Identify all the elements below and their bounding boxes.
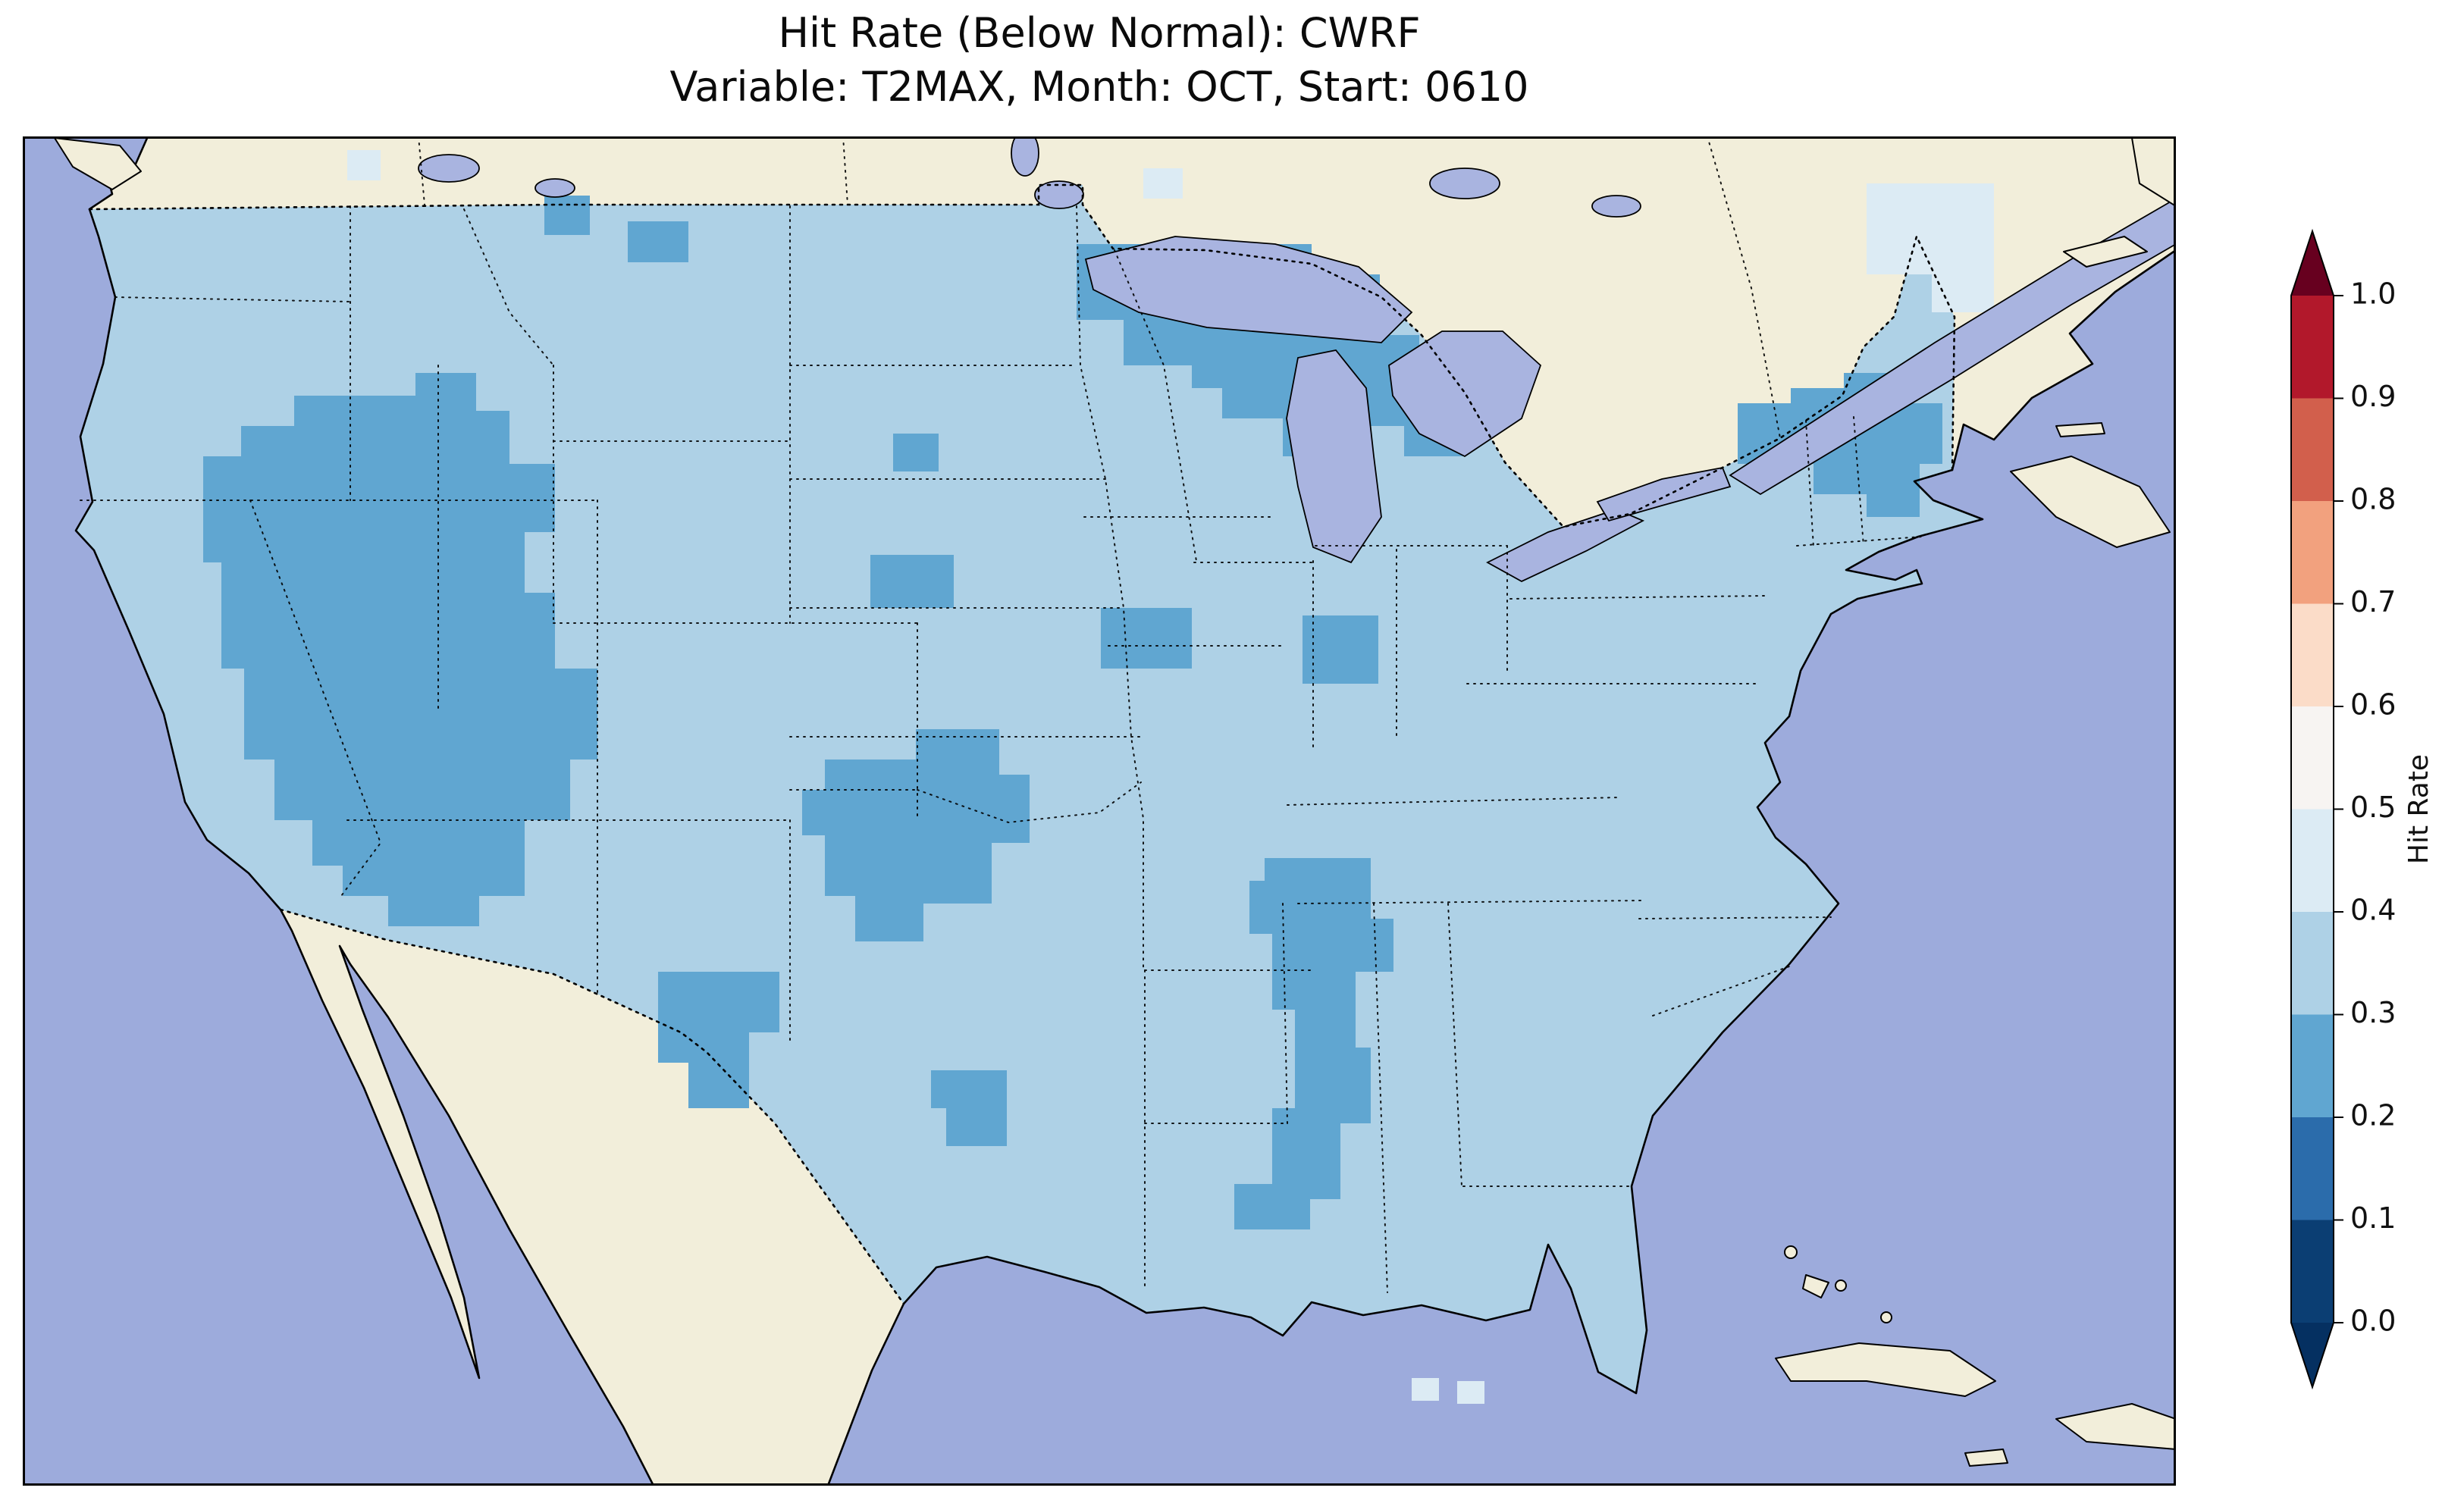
axes-frame bbox=[23, 136, 2176, 1486]
tick-0.4: 0.4 bbox=[2350, 894, 2396, 927]
colorbar-axis-label: Hit Rate bbox=[2403, 754, 2434, 864]
tick-0.3: 0.3 bbox=[2350, 996, 2396, 1029]
bahamas-andros bbox=[1802, 1274, 1829, 1298]
hit-rate-cells-0-4-to-0-5 bbox=[347, 150, 1994, 1404]
patch-kansas-oklahoma bbox=[802, 729, 1030, 941]
patch-dakota-cell bbox=[893, 434, 939, 471]
canada-lake-b bbox=[534, 178, 575, 198]
patch-northwest-a bbox=[544, 196, 590, 235]
prince-edward-island bbox=[2055, 422, 2105, 437]
patch-great-basin bbox=[203, 373, 597, 926]
figure-title: Hit Rate (Below Normal): CWRF Variable: … bbox=[23, 6, 2176, 114]
cuba bbox=[1775, 1342, 1996, 1397]
colorbar-band-0.1-0.2 bbox=[2291, 1117, 2334, 1220]
vancouver-island bbox=[54, 137, 142, 190]
patch-west-texas bbox=[658, 972, 779, 1108]
patch-iowa-missouri-cell bbox=[1101, 608, 1192, 669]
patch-nebraska-cell bbox=[870, 555, 954, 608]
lake-winnipeg bbox=[1011, 136, 1039, 177]
great-lakes bbox=[418, 136, 2176, 583]
tick-0.9: 0.9 bbox=[2350, 380, 2396, 413]
tick-0.0: 0.0 bbox=[2350, 1305, 2396, 1338]
patch-south-texas bbox=[931, 1070, 1007, 1146]
tick-0.5: 0.5 bbox=[2350, 791, 2396, 824]
colorbar-band-0.3-0.4 bbox=[2291, 912, 2334, 1015]
bahamas-cay-c bbox=[1880, 1311, 1892, 1323]
bahamas-cay-b bbox=[1835, 1279, 1847, 1292]
light-cell-gulf-coast-b bbox=[1457, 1381, 1484, 1404]
colorbar-band-0.5-0.6 bbox=[2291, 706, 2334, 810]
tick-0.7: 0.7 bbox=[2350, 585, 2396, 619]
canada-lake-d bbox=[1591, 195, 1641, 218]
hispaniola bbox=[2055, 1403, 2176, 1450]
lake-michigan bbox=[1286, 349, 1382, 564]
colorbar-band-0.7-0.8 bbox=[2291, 501, 2334, 604]
international-borders bbox=[88, 183, 1956, 1305]
lake-erie bbox=[1486, 509, 1645, 583]
patch-northwest-b bbox=[628, 221, 688, 262]
colorbar-band-0.8-0.9 bbox=[2291, 398, 2334, 501]
lake-ontario bbox=[1596, 466, 1732, 522]
colorbar-extend-under-triangle bbox=[2291, 1322, 2334, 1387]
colorbar-extend-over-triangle bbox=[2291, 231, 2334, 296]
tick-0.6: 0.6 bbox=[2350, 688, 2396, 722]
colorbar-tick-labels: 1.0 0.9 0.8 0.7 0.6 0.5 0.4 0.3 0.2 0.1 … bbox=[2350, 277, 2396, 1338]
lake-huron bbox=[1388, 330, 1542, 458]
light-cell-gulf-coast-a bbox=[1412, 1378, 1439, 1401]
tick-0.8: 0.8 bbox=[2350, 483, 2396, 516]
tick-0.2: 0.2 bbox=[2350, 1099, 2396, 1132]
light-region-northern-maine bbox=[1867, 183, 1994, 312]
colorbar-band-0.9-1.0 bbox=[2291, 296, 2334, 399]
islands bbox=[54, 137, 2176, 1467]
st-lawrence-river bbox=[1729, 197, 2176, 496]
bahamas-cay-a bbox=[1784, 1245, 1798, 1259]
jamaica bbox=[1964, 1449, 2008, 1467]
us-hit-rate-map bbox=[23, 136, 2176, 1486]
tick-0.1: 0.1 bbox=[2350, 1201, 2396, 1235]
tick-1.0: 1.0 bbox=[2350, 277, 2396, 311]
colorbar-band-0.6-0.7 bbox=[2291, 603, 2334, 706]
us-mexico-border bbox=[279, 908, 905, 1305]
colorbar-band-0.2-0.3 bbox=[2291, 1014, 2334, 1117]
patch-illinois-indiana-cell bbox=[1303, 615, 1378, 684]
title-line-1: Hit Rate (Below Normal): CWRF bbox=[778, 9, 1421, 57]
map-axes bbox=[23, 136, 2176, 1486]
canada-lake-a bbox=[418, 154, 480, 183]
colorbar-tick-marks bbox=[2334, 295, 2343, 1323]
lake-superior bbox=[1084, 236, 1413, 343]
light-cell-montana-border bbox=[347, 150, 381, 180]
anticosti-island bbox=[2063, 236, 2148, 268]
title-line-2: Variable: T2MAX, Month: OCT, Start: 0610 bbox=[669, 63, 1529, 111]
lake-of-the-woods bbox=[1034, 180, 1084, 209]
light-cell-minnesota-border bbox=[1143, 168, 1183, 199]
canada-lake-c bbox=[1429, 168, 1500, 199]
colorbar-band-0.0-0.1 bbox=[2291, 1220, 2334, 1323]
colorbar-band-0.4-0.5 bbox=[2291, 809, 2334, 912]
patch-mississippi-valley bbox=[1234, 858, 1393, 1229]
nova-scotia bbox=[2010, 456, 2171, 548]
colorbar: 1.0 0.9 0.8 0.7 0.6 0.5 0.4 0.3 0.2 0.1 … bbox=[2290, 228, 2434, 1390]
state-borders bbox=[80, 136, 1923, 1293]
